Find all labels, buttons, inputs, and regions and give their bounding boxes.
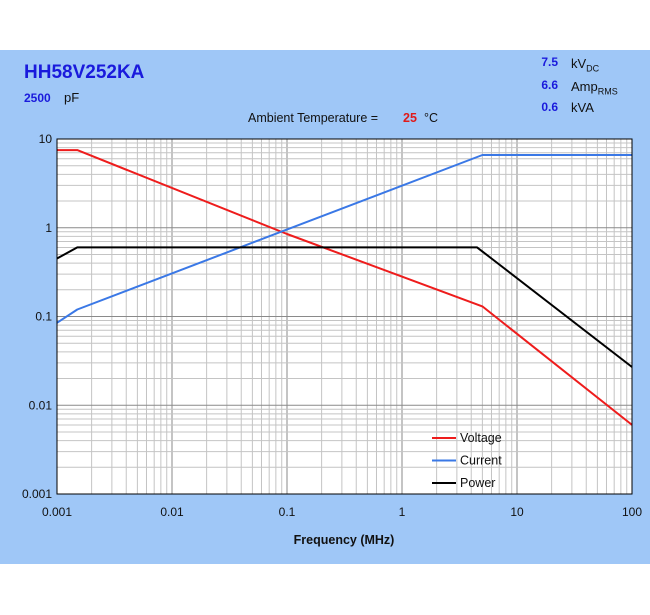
y-tick-labels: 0.001 0.01 0.1 1 10 xyxy=(22,132,52,501)
legend: Voltage Current Power xyxy=(432,431,502,490)
capacitance-value: 2500 xyxy=(24,91,51,105)
ambient-temperature-label: Ambient Temperature = xyxy=(248,111,379,125)
plot-frame xyxy=(56,138,633,495)
rating-power-value: 0.6 xyxy=(541,100,558,114)
legend-label-current: Current xyxy=(460,454,502,468)
x-tick-label: 1 xyxy=(399,505,406,519)
grid xyxy=(57,139,632,494)
series-line-current xyxy=(56,154,632,324)
x-tick-label: 0.1 xyxy=(279,505,296,519)
x-tick-label: 0.001 xyxy=(42,505,72,519)
y-tick-label: 1 xyxy=(45,221,52,235)
series-line-voltage xyxy=(57,149,633,426)
capacitance-unit: pF xyxy=(64,90,80,105)
legend-label-power: Power xyxy=(460,476,495,490)
x-tick-label: 10 xyxy=(510,505,524,519)
series-line-power xyxy=(56,246,633,368)
rating-power-unit: kVA xyxy=(571,100,594,115)
y-tick-label: 0.01 xyxy=(29,398,53,412)
legend-label-voltage: Voltage xyxy=(460,431,502,445)
x-tick-label: 100 xyxy=(622,505,642,519)
series-lines xyxy=(56,149,633,426)
x-axis-label: Frequency (MHz) xyxy=(294,533,395,547)
y-tick-label: 0.001 xyxy=(22,487,52,501)
rating-voltage-value: 7.5 xyxy=(541,55,558,69)
ambient-temperature-unit: °C xyxy=(424,111,439,125)
rating-current-value: 6.6 xyxy=(541,78,558,92)
y-tick-label: 0.1 xyxy=(35,310,52,324)
x-tick-labels: 0.001 0.01 0.1 1 10 100 xyxy=(42,505,642,519)
y-tick-label: 10 xyxy=(39,132,53,146)
rating-current-unit: AmpRMS xyxy=(571,79,618,97)
part-number: HH58V252KA xyxy=(24,62,145,83)
x-tick-label: 0.01 xyxy=(160,505,184,519)
ambient-temperature-value: 25 xyxy=(403,111,417,125)
rating-voltage-unit: kVDC xyxy=(571,56,600,74)
